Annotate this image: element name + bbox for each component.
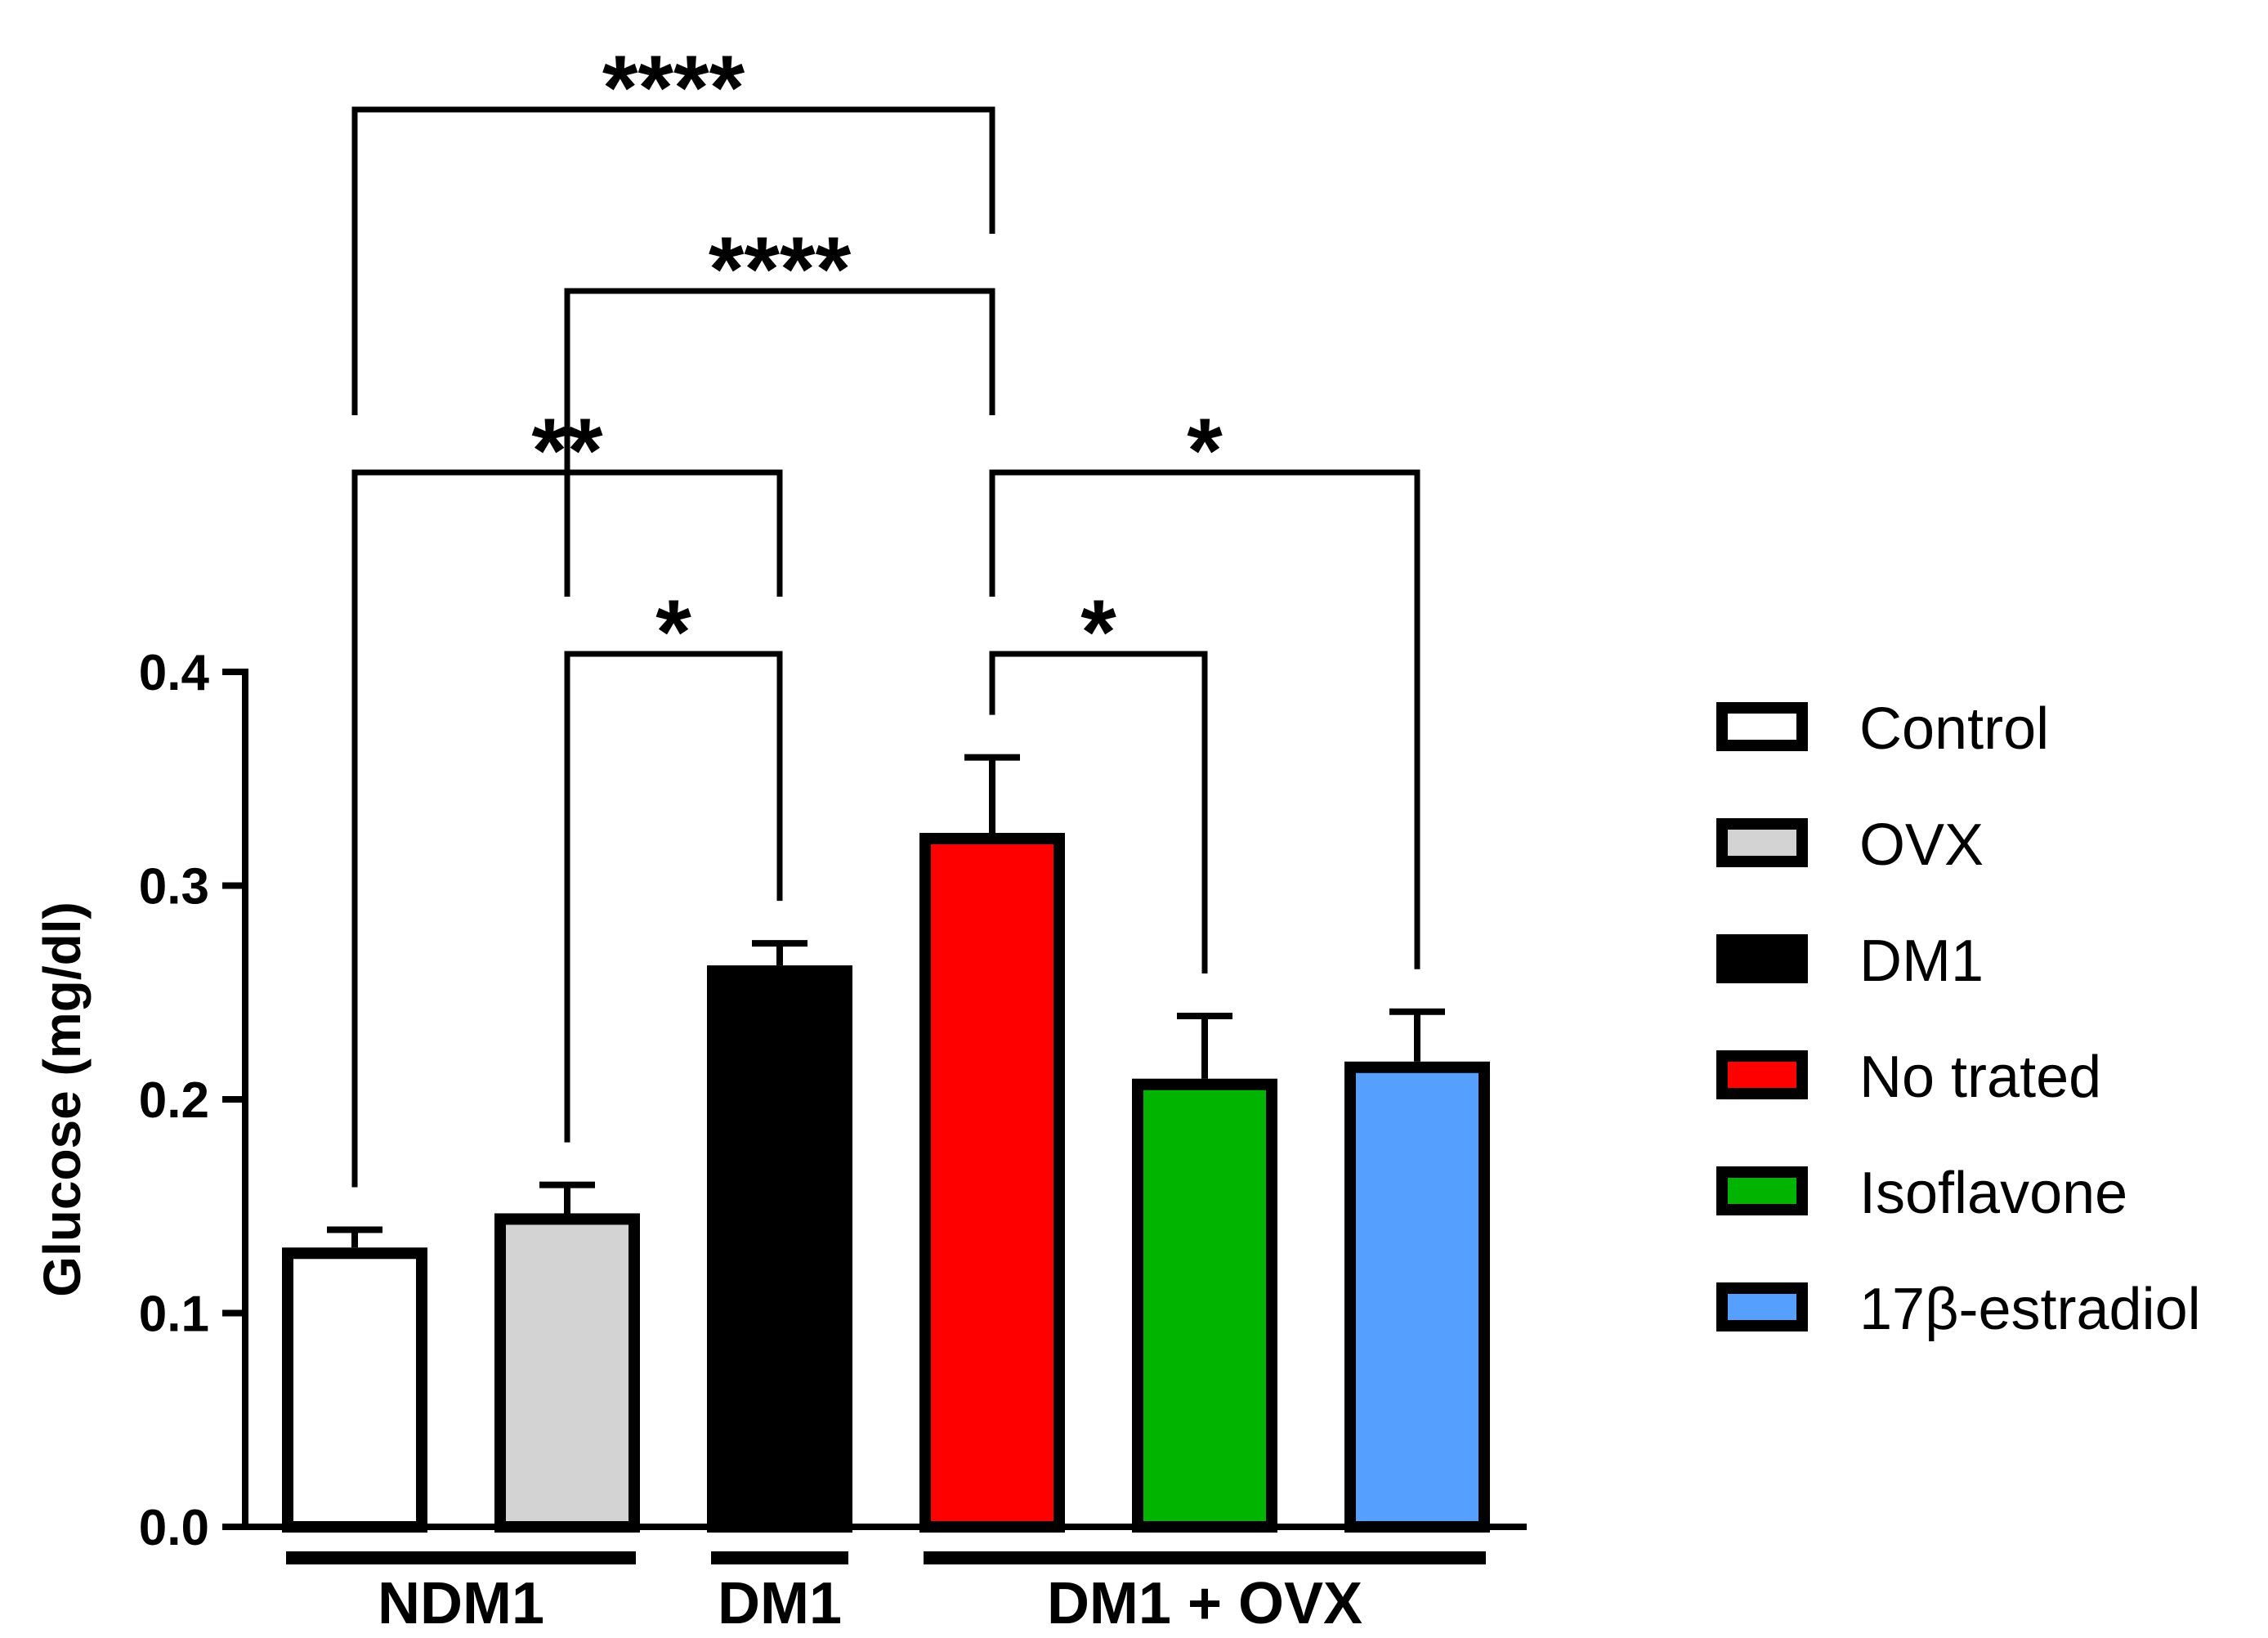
- legend-swatch: [1716, 702, 1808, 751]
- group-label: NDM1: [378, 1571, 544, 1636]
- legend-label: Isoflavone: [1859, 1161, 2127, 1226]
- significance-label: *: [1187, 400, 1223, 502]
- bar-control: [282, 1247, 427, 1533]
- legend: Control OVX DM1 No trated Isoflavone 17β-estr…: [1716, 696, 2201, 1342]
- legend-swatch: [1716, 1166, 1808, 1215]
- y-tick-label: 0.2: [139, 1072, 209, 1129]
- bar-dm1: [707, 965, 852, 1533]
- legend-swatch: [1716, 1050, 1808, 1099]
- significance-label: *: [655, 581, 691, 683]
- significance-label: ****: [602, 37, 745, 139]
- error-bars: [327, 754, 1445, 1248]
- group-labels: NDM1 DM1 DM1 + OVX: [286, 1551, 1486, 1636]
- y-tick-label: 0.4: [139, 645, 210, 701]
- bar-no-trated: [919, 832, 1065, 1533]
- legend-label: No trated: [1859, 1045, 2101, 1110]
- significance-label: ****: [709, 218, 852, 320]
- significance-bracket: [564, 288, 995, 597]
- y-ticks: 0.0 0.1 0.2 0.3 0.4: [139, 645, 245, 1556]
- legend-label: OVX: [1859, 812, 1984, 878]
- legend-swatch: [1716, 1282, 1808, 1331]
- bar-17-estradiol: [1344, 1061, 1490, 1533]
- significance-bracket: [351, 106, 995, 415]
- legend-label: 17β-estradiol: [1859, 1277, 2201, 1342]
- legend-label: Control: [1859, 696, 2049, 762]
- significance-bracket: [351, 469, 783, 1188]
- axes: [242, 669, 1527, 1530]
- legend-label: DM1: [1859, 929, 1984, 994]
- significance-bracket: [989, 651, 1208, 974]
- bars: [282, 832, 1490, 1533]
- significance-bracket: [989, 469, 1420, 969]
- bar-ovx: [494, 1213, 640, 1533]
- significance-label: **: [531, 400, 603, 502]
- significance-brackets: ********** ** *: [351, 37, 1420, 1188]
- significance-bracket: [564, 651, 783, 1143]
- group-label: DM1: [718, 1571, 842, 1636]
- bar-isoflavone: [1132, 1078, 1277, 1533]
- y-tick-label: 0.3: [139, 859, 209, 915]
- group-label: DM1 + OVX: [1047, 1571, 1362, 1636]
- y-tick-label: 0.1: [139, 1287, 209, 1343]
- legend-swatch: [1716, 934, 1808, 983]
- legend-swatch: [1716, 818, 1808, 867]
- y-axis-label: Glucose (mg/dl): [33, 902, 92, 1297]
- significance-label: *: [1080, 581, 1116, 683]
- y-tick-label: 0.0: [139, 1500, 209, 1556]
